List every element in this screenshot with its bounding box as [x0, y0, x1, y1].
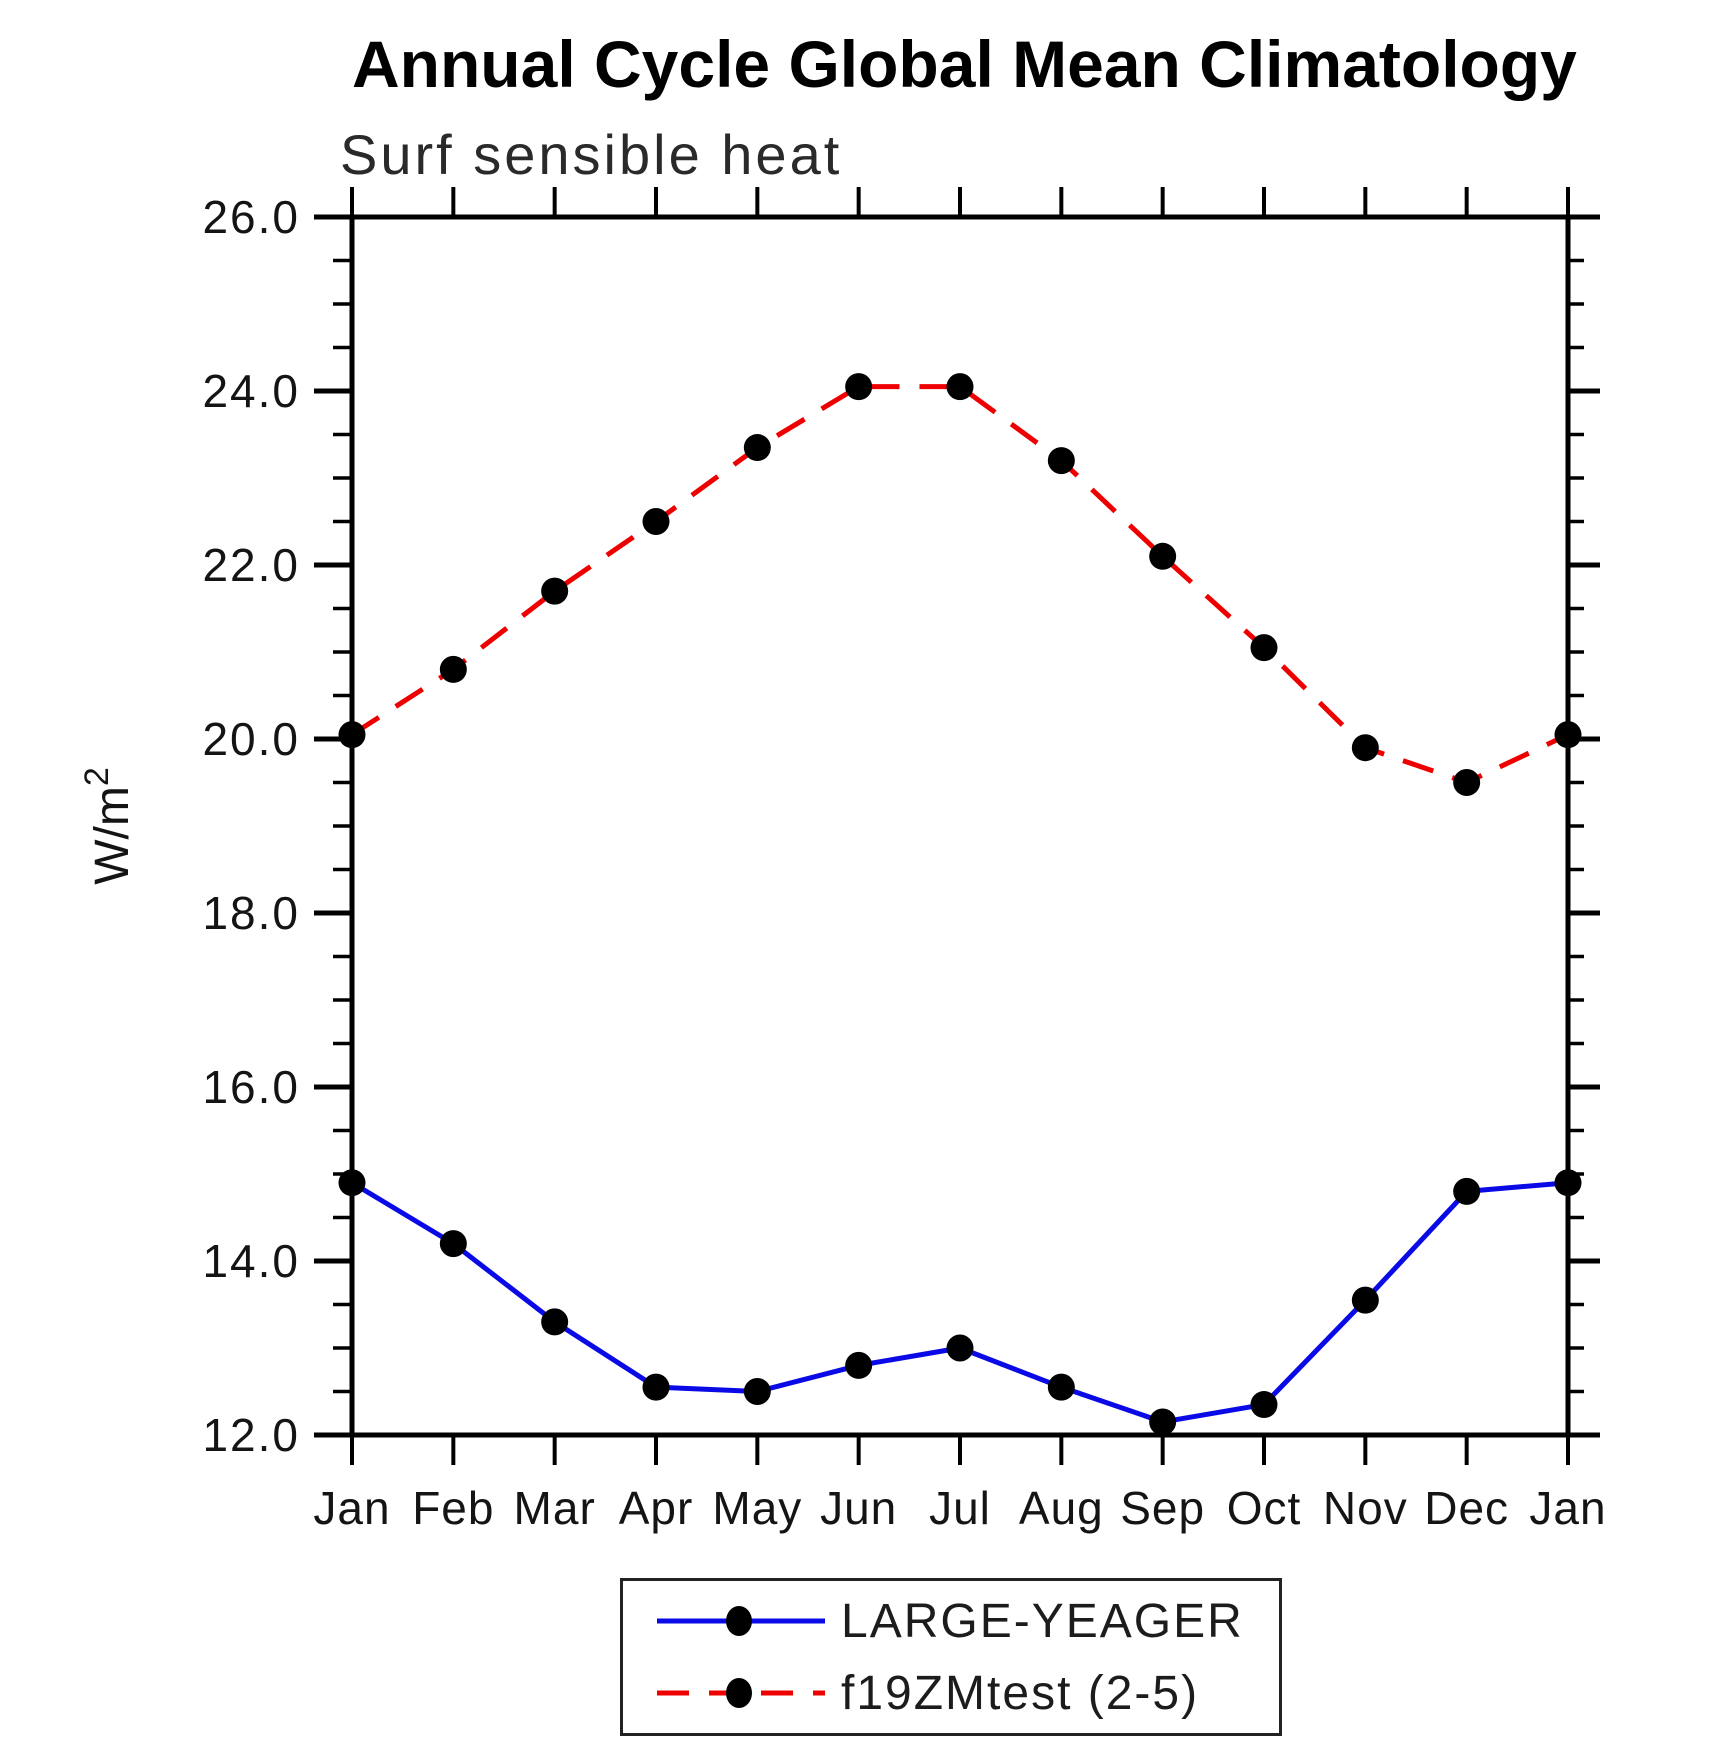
x-axis-ticks	[350, 187, 1570, 1465]
x-axis-labels: Jan Feb Mar Apr May Jun Jul Aug Sep Oct Nov Dec Jan	[313, 1482, 1606, 1534]
x-tick-label: Jul	[929, 1482, 991, 1534]
data-point-large-yeager-nov-10	[1351, 1286, 1379, 1314]
data-point-f19zmtest-2-5-may-4	[743, 434, 771, 462]
x-tick-label: Apr	[619, 1482, 694, 1534]
data-point-large-yeager-mar-2	[541, 1308, 569, 1336]
data-point-f19zmtest-2-5-sep-8	[1149, 542, 1177, 570]
data-point-large-yeager-jul-6	[946, 1334, 974, 1362]
series-line-large-yeager	[350, 1180, 1569, 1425]
legend: LARGE-YEAGER f19ZMtest (2-5)	[620, 1578, 1282, 1736]
data-point-f19zmtest-2-5-feb-1	[439, 655, 467, 683]
y-tick-label: 14.0	[202, 1235, 300, 1287]
data-point-large-yeager-feb-1	[439, 1230, 467, 1258]
x-tick-label: Oct	[1227, 1482, 1302, 1534]
data-point-large-yeager-jan-0	[338, 1169, 366, 1197]
data-point-large-yeager-apr-3	[642, 1373, 670, 1401]
data-point-large-yeager-oct-9	[1250, 1391, 1278, 1419]
series-line-f19zmtest-2-5	[350, 384, 1570, 785]
x-tick-label: Nov	[1323, 1482, 1408, 1534]
data-point-f19zmtest-2-5-apr-3	[642, 508, 670, 535]
data-point-large-yeager-may-4	[743, 1378, 771, 1405]
y-axis-labels: 12.0 14.0 16.0 18.0 20.0 22.0 24.0 26.0	[202, 191, 300, 1461]
x-tick-label: Aug	[1019, 1482, 1104, 1534]
page-title: Annual Cycle Global Mean Climatology	[352, 27, 1577, 101]
y-tick-label: 26.0	[202, 191, 300, 243]
legend-label: f19ZMtest (2-5)	[841, 1666, 1200, 1720]
data-point-large-yeager-jan-12	[1554, 1169, 1582, 1197]
y-tick-label: 16.0	[202, 1061, 300, 1113]
data-point-f19zmtest-2-5-jan-12	[1554, 721, 1582, 749]
x-tick-label: Feb	[412, 1482, 494, 1534]
data-point-f19zmtest-2-5-oct-9	[1250, 634, 1278, 662]
y-tick-label: 22.0	[202, 539, 300, 591]
x-tick-label: Jan	[313, 1482, 390, 1534]
legend-label: LARGE-YEAGER	[841, 1594, 1244, 1648]
legend-item-large-yeager: LARGE-YEAGER	[639, 1589, 1279, 1653]
x-tick-label: Jan	[1529, 1482, 1606, 1534]
data-point-large-yeager-jun-5	[845, 1351, 873, 1379]
x-tick-label: May	[712, 1482, 802, 1534]
data-point-f19zmtest-2-5-jun-5	[845, 373, 873, 401]
data-point-f19zmtest-2-5-aug-7	[1047, 447, 1075, 475]
legend-item-f19zmtest: f19ZMtest (2-5)	[639, 1661, 1279, 1725]
data-point-f19zmtest-2-5-nov-10	[1351, 734, 1379, 762]
data-point-f19zmtest-2-5-jul-6	[946, 373, 974, 401]
series-f19zmtest-2-5	[338, 373, 1582, 796]
data-point-f19zmtest-2-5-dec-11	[1453, 769, 1481, 796]
series-large-yeager	[338, 1169, 1582, 1436]
y-tick-label: 24.0	[202, 365, 300, 417]
legend-line-sample-dashed-icon	[657, 1678, 825, 1708]
y-tick-label: 18.0	[202, 887, 300, 939]
x-tick-label: Mar	[514, 1482, 596, 1534]
data-point-f19zmtest-2-5-jan-0	[338, 721, 366, 749]
y-tick-label: 20.0	[202, 713, 300, 765]
x-tick-label: Jun	[820, 1482, 897, 1534]
data-point-large-yeager-aug-7	[1047, 1373, 1075, 1401]
legend-line-sample-solid-icon	[657, 1606, 825, 1636]
data-point-f19zmtest-2-5-mar-2	[541, 577, 569, 605]
chart-subtitle: Surf sensible heat	[340, 123, 843, 186]
y-tick-label: 12.0	[202, 1409, 300, 1461]
x-tick-label: Dec	[1424, 1482, 1509, 1534]
y-axis-title: W/m2	[78, 767, 139, 885]
data-point-large-yeager-dec-11	[1453, 1177, 1481, 1205]
x-tick-label: Sep	[1120, 1482, 1205, 1534]
data-point-large-yeager-sep-8	[1149, 1408, 1177, 1436]
